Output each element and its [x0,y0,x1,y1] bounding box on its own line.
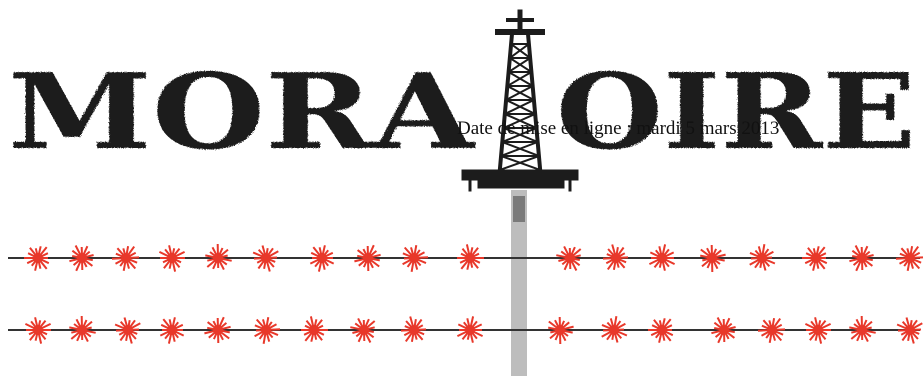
gas-flare-icon [24,246,49,270]
gas-flare-icon [205,244,231,270]
gas-flare-icon [897,318,922,344]
gas-flare-icon [649,244,674,270]
gas-flare-icon [849,316,875,342]
gas-flare-icon [301,316,328,341]
gas-flare-icon [310,245,333,271]
gas-flare-icon [253,246,278,272]
gas-flare-icon [896,246,923,271]
logo-left: MORA [8,50,476,173]
pipe-cap [513,196,525,222]
gas-flare-icon [805,317,831,343]
gas-flare-icon [457,316,482,342]
gas-flare-icon [159,245,185,271]
publication-date: Date de mise en ligne : mardi 5 mars 201… [457,118,779,140]
logo-right: OIRE [556,50,916,173]
logo: MORA OIRE [8,50,916,173]
wires [8,258,920,330]
gas-flare-icon [160,317,183,343]
gas-flare-icon [758,318,785,343]
gas-flare-icon [457,244,484,269]
gas-flare-icon [115,318,140,344]
gas-flare-icon [69,316,95,342]
gas-flare-icon [648,318,673,342]
gas-flare-icon [25,317,51,343]
gas-flare-icon [802,246,827,270]
gas-flare-icon [112,246,139,271]
